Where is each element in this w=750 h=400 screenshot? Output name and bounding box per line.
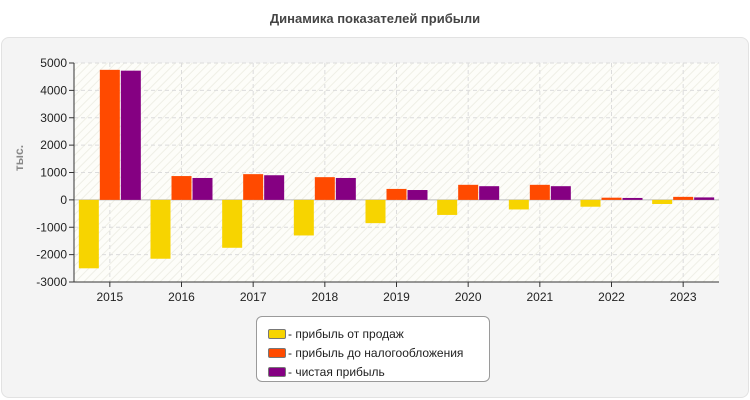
x-tick-label: 2023 xyxy=(670,290,697,304)
bar-sales-profit-2021 xyxy=(508,199,529,210)
legend-label: - прибыль от продаж xyxy=(288,326,404,341)
y-tick-label: -1000 xyxy=(36,220,67,234)
bar-sales-profit-2018 xyxy=(293,199,314,236)
bar-net-profit-2017 xyxy=(264,175,285,200)
chart-title: Динамика показателей прибыли xyxy=(269,11,481,26)
bar-net-profit-2015 xyxy=(120,70,141,200)
bar-net-profit-2018 xyxy=(335,177,356,200)
legend-item-net-profit: - чистая прибыль xyxy=(268,362,489,381)
legend-label: - прибыль до налогообложения xyxy=(288,345,464,360)
y-tick-label: 0 xyxy=(60,193,67,207)
bar-pretax-profit-2020 xyxy=(458,184,479,200)
legend-swatch-sales-profit xyxy=(268,328,286,339)
bar-net-profit-2022 xyxy=(622,197,643,200)
bar-sales-profit-2022 xyxy=(580,199,601,207)
y-tick-label: 3000 xyxy=(40,111,67,125)
legend-swatch-net-profit xyxy=(268,366,286,377)
bar-sales-profit-2016 xyxy=(150,199,171,259)
legend-label: - чистая прибыль xyxy=(288,364,385,379)
bar-net-profit-2021 xyxy=(550,186,571,200)
legend-item-pretax-profit: - прибыль до налогообложения xyxy=(268,343,489,362)
bar-net-profit-2020 xyxy=(479,186,500,200)
bar-pretax-profit-2019 xyxy=(386,188,407,200)
x-tick-label: 2015 xyxy=(96,290,123,304)
bar-net-profit-2016 xyxy=(192,177,213,200)
x-tick-label: 2016 xyxy=(168,290,195,304)
bar-sales-profit-2017 xyxy=(222,199,243,248)
bar-pretax-profit-2017 xyxy=(243,174,264,200)
bar-sales-profit-2020 xyxy=(437,199,458,215)
y-tick-label: 5000 xyxy=(40,56,67,70)
y-tick-label: 4000 xyxy=(40,83,67,97)
legend-swatch-pretax-profit xyxy=(268,347,286,358)
x-tick-label: 2019 xyxy=(383,290,410,304)
x-tick-label: 2017 xyxy=(240,290,267,304)
y-tick-label: 2000 xyxy=(40,138,67,152)
bars xyxy=(78,69,715,269)
bar-pretax-profit-2022 xyxy=(601,197,622,200)
legend-item-sales-profit: - прибыль от продаж xyxy=(268,324,489,343)
y-tick-label: -3000 xyxy=(36,275,67,289)
bar-pretax-profit-2016 xyxy=(171,176,192,200)
bar-net-profit-2023 xyxy=(694,197,715,200)
x-tick-label: 2021 xyxy=(526,290,553,304)
y-tick-label: 1000 xyxy=(40,166,67,180)
bar-pretax-profit-2023 xyxy=(673,196,694,200)
bar-sales-profit-2023 xyxy=(652,199,673,204)
bar-net-profit-2019 xyxy=(407,190,428,200)
x-tick-label: 2020 xyxy=(455,290,482,304)
legend: - прибыль от продаж - прибыль до налогоо… xyxy=(256,316,490,382)
x-tick-label: 2018 xyxy=(311,290,338,304)
bar-sales-profit-2019 xyxy=(365,199,386,224)
bar-pretax-profit-2018 xyxy=(314,177,335,200)
bar-pretax-profit-2021 xyxy=(529,184,550,200)
x-tick-label: 2022 xyxy=(598,290,625,304)
y-axis-label: тыс. xyxy=(12,145,26,171)
bar-pretax-profit-2015 xyxy=(99,69,120,200)
bar-sales-profit-2015 xyxy=(78,199,99,269)
axes: 5000 4000 3000 2000 1000 0 -1000 -2000 -3000 2015… xyxy=(36,56,719,304)
y-tick-label: -2000 xyxy=(36,248,67,262)
